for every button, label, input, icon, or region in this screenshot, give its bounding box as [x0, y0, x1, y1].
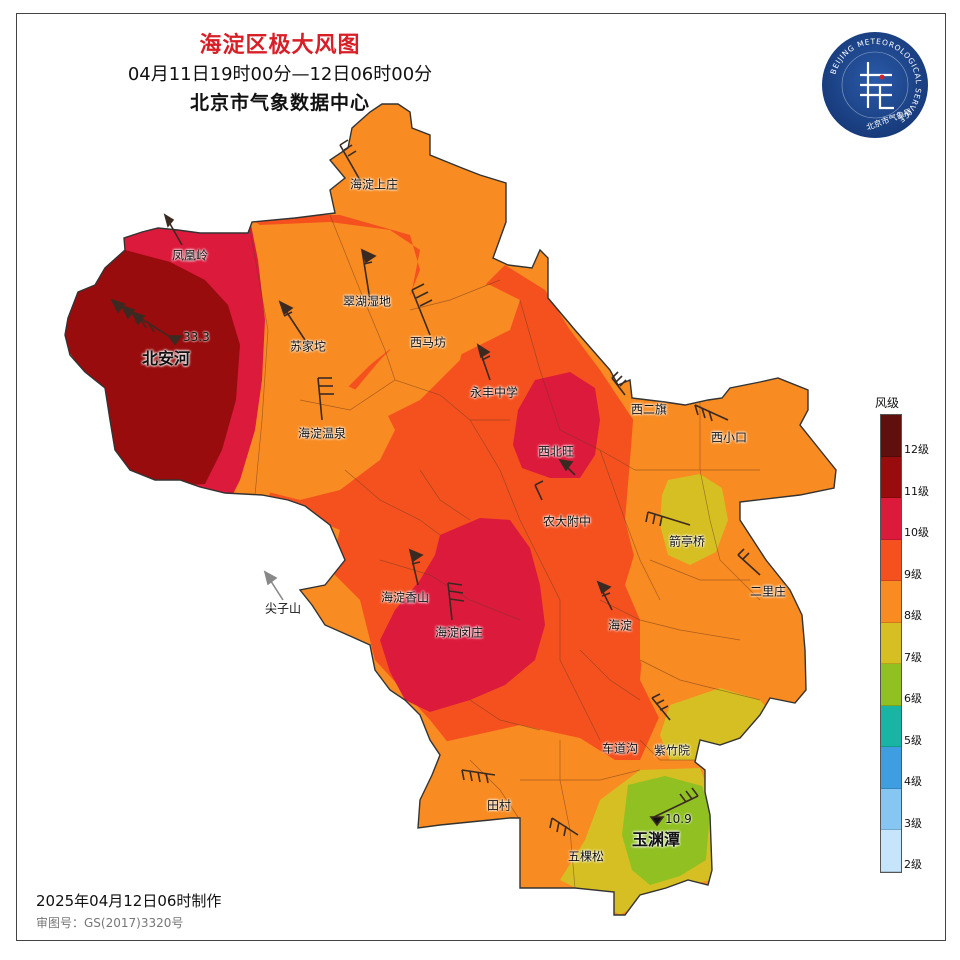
- legend-label: 8级: [904, 609, 922, 623]
- map-period: 04月11日19时00分—12日06时00分: [127, 64, 433, 85]
- station-label: 西二旗: [630, 402, 668, 417]
- min-wind-value: 10.9: [665, 812, 692, 826]
- station-label: 西北旺: [537, 444, 575, 459]
- legend-label: 2级: [904, 858, 922, 872]
- region-level-8-wenquan: [268, 385, 395, 500]
- station-label: 二里庄: [749, 584, 787, 599]
- station-label: 凤凰岭: [171, 248, 209, 263]
- wind-barb: [476, 343, 491, 381]
- wind-barb: [263, 570, 284, 601]
- legend-label: 12级: [904, 443, 929, 457]
- legend-label: 3级: [904, 816, 922, 830]
- legend-label: 5级: [904, 733, 922, 747]
- legend-swatch: [881, 581, 901, 623]
- town-boundaries: [249, 214, 761, 889]
- region-level-7-jianting: [660, 474, 728, 565]
- region-level-8-north: [390, 280, 520, 370]
- station-label: 北安河: [141, 349, 191, 368]
- station-label: 尖子山: [264, 601, 302, 616]
- station-label: 田村: [486, 798, 512, 813]
- wind-barb: [339, 139, 361, 181]
- legend-swatch: [881, 539, 901, 581]
- wind-barb: [611, 371, 627, 396]
- legend-label: 9级: [904, 567, 922, 581]
- wind-barb: [461, 769, 496, 784]
- production-time: 2025年04月12日06时制作: [36, 892, 222, 910]
- legend-swatch: [881, 498, 901, 540]
- region-level-9: [245, 215, 660, 760]
- station-label: 西小口: [710, 430, 748, 445]
- max-wind-value: 33.3: [183, 330, 210, 344]
- station-label: 五棵松: [567, 849, 605, 864]
- station-label: 农大附中: [542, 514, 592, 529]
- legend-swatch: [881, 788, 901, 830]
- station-label: 玉渊潭: [631, 830, 681, 849]
- wind-barb: [558, 458, 576, 476]
- legend-swatch: [881, 622, 901, 664]
- region-level-10-xibeiwang: [513, 372, 600, 478]
- wind-barb: [651, 787, 699, 819]
- wind-barb: [408, 548, 424, 586]
- wind-barb: [163, 213, 183, 246]
- wind-barb: [549, 817, 579, 837]
- station-label: 海淀上庄: [349, 177, 399, 192]
- wind-barb: [596, 580, 613, 611]
- wind-barb: [411, 283, 433, 336]
- station-label: 翠湖湿地: [342, 294, 392, 309]
- wind-barb: [110, 298, 176, 341]
- station-label: 箭亭桥: [668, 534, 706, 549]
- wind-barbs: [110, 139, 761, 837]
- min-marker-icon: [649, 816, 665, 827]
- station-label: 苏家坨: [289, 339, 327, 354]
- station-label: 紫竹院: [653, 743, 691, 758]
- station-label: 海淀香山: [380, 590, 430, 605]
- station-label: 西马坊: [409, 335, 447, 350]
- station-label: 车道沟: [601, 741, 639, 756]
- legend-swatch: [881, 456, 901, 498]
- station-label: 海淀温泉: [297, 426, 347, 441]
- wind-barb: [360, 248, 377, 301]
- station-label: 海淀: [607, 618, 633, 633]
- legend-swatch: [881, 415, 901, 457]
- wind-barb: [645, 511, 691, 527]
- wind-barb: [694, 404, 729, 422]
- wind-barb: [447, 582, 465, 621]
- district-border: [64, 103, 837, 916]
- legend-label: 7级: [904, 650, 922, 664]
- logo-mark: [860, 62, 894, 110]
- wind-barb: [278, 300, 306, 341]
- map-title: 海淀区极大风图: [199, 33, 361, 58]
- wind-barb: [651, 693, 671, 721]
- map-issuer: 北京市气象数据中心: [189, 92, 370, 114]
- legend-swatch: [881, 705, 901, 747]
- legend-title: 风级: [875, 396, 900, 410]
- legend-swatch: [881, 747, 901, 789]
- legend-label: 10级: [904, 526, 929, 540]
- legend-swatch: [881, 830, 901, 872]
- legend-label: 4级: [904, 775, 922, 789]
- legend-label: 6级: [904, 692, 922, 706]
- legend-label: 11级: [904, 484, 929, 498]
- wind-barb: [737, 548, 761, 576]
- region-level-10-center: [380, 518, 545, 712]
- station-label: 海淀闵庄: [434, 625, 484, 640]
- legend: [880, 414, 902, 873]
- beijing-meteorological-service-emblem-icon: BEIJING METEOROLOGICAL SERVICE 北京市气象局: [822, 32, 928, 138]
- map-review-number: 审图号：GS(2017)3320号: [36, 916, 184, 930]
- station-label: 永丰中学: [469, 385, 519, 400]
- max-marker-icon: [167, 335, 183, 346]
- wind-barb: [534, 480, 544, 501]
- region-level-6-yuyuantan: [622, 776, 710, 885]
- wind-barb: [317, 377, 334, 421]
- legend-swatch: [881, 664, 901, 706]
